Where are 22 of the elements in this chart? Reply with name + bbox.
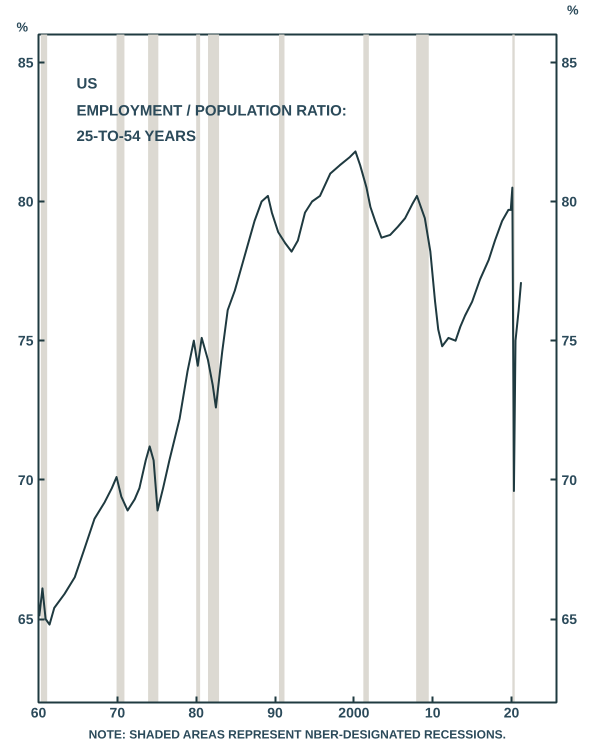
y2-tick-label: 80	[562, 194, 578, 210]
y-tick-label: 65	[18, 611, 34, 627]
text: NOTE: SHADED AREAS REPRESENT NBER-DESIGNATED RECESSIONS.	[88, 728, 506, 742]
x-tick-label: 10	[424, 704, 441, 720]
y-tick-label: 85	[18, 54, 34, 70]
y2-tick-label: 85	[562, 54, 578, 70]
y-axis-title: %	[16, 20, 28, 34]
text: EMPLOYMENT / POPULATION RATIO: 25-TO-54 YEARS	[76, 102, 347, 145]
x-tick-label: 2000	[338, 704, 370, 720]
x-tick-label: 90	[267, 704, 284, 720]
y2-axis-title: %	[566, 2, 579, 18]
x-tick-label: 80	[188, 704, 204, 720]
y2-tick-label: 75	[562, 332, 578, 349]
y-tick-label: 80	[18, 194, 34, 210]
y2-tick-label: 70	[562, 472, 578, 488]
text: US	[76, 76, 98, 92]
x-tick-label: 60	[30, 704, 46, 720]
y-tick-label: 75	[18, 332, 34, 349]
x-tick-label: 70	[110, 704, 126, 720]
x-tick-label: 20	[504, 704, 520, 720]
y-tick-label: 70	[18, 472, 34, 488]
y2-tick-label: 65	[562, 611, 578, 627]
